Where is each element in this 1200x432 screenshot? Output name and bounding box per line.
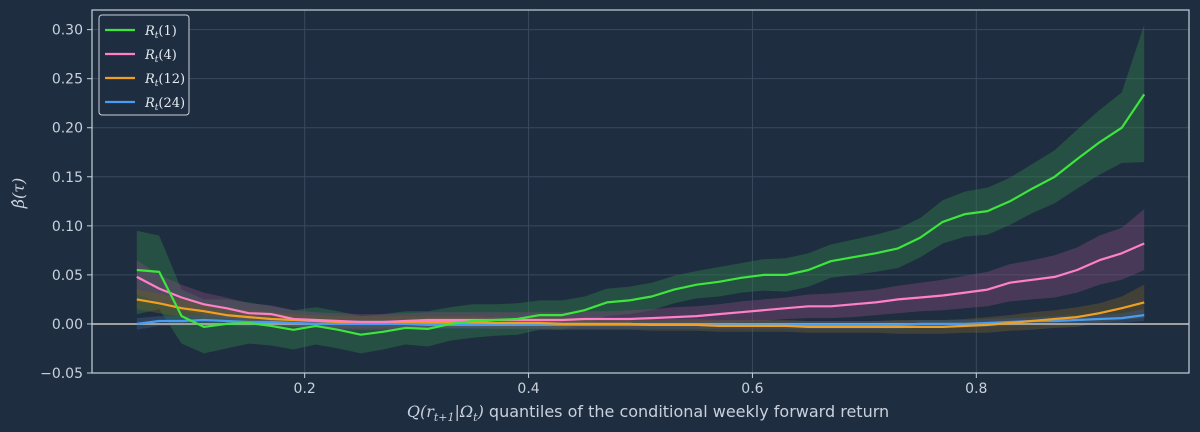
series-lines <box>136 93 1146 336</box>
x-axis-label-sub: t+1 <box>434 411 455 424</box>
x-axis-ticks: 0.2 0.4 0.6 0.8 <box>294 373 987 397</box>
x-tick-label: 0.4 <box>517 381 539 397</box>
y-tick-label: −0.05 <box>40 366 83 382</box>
series-line-4 <box>136 242 1145 324</box>
y-tick-label: 0.00 <box>52 317 83 333</box>
legend-box <box>98 14 190 116</box>
legend: Rt(1) Rt(4) Rt(12) Rt(24) <box>98 14 190 116</box>
legend-label: Rt(1) <box>144 24 177 41</box>
y-tick-label: 0.15 <box>52 170 83 186</box>
y-axis-label: β̂(τ) <box>9 178 28 210</box>
y-axis-ticks: −0.05 0.00 0.05 0.10 0.15 0.20 0.25 0.30 <box>40 23 92 382</box>
series-line-1 <box>136 93 1146 336</box>
x-axis-label-math3: ) <box>477 402 484 421</box>
x-tick-label: 0.2 <box>294 381 316 397</box>
legend-label: Rt(12) <box>144 72 185 89</box>
y-tick-label: 0.20 <box>52 121 83 137</box>
y-tick-label: 0.30 <box>52 23 83 39</box>
x-tick-label: 0.8 <box>965 381 987 397</box>
x-axis-label: Q(rt+1|Ωt) quantiles of the conditional … <box>407 402 889 424</box>
legend-label: Rt(24) <box>144 96 185 113</box>
x-tick-label: 0.6 <box>741 381 763 397</box>
y-tick-label: 0.10 <box>52 219 83 235</box>
grid <box>92 10 1189 374</box>
y-tick-label: 0.25 <box>52 72 83 88</box>
legend-label: Rt(4) <box>144 48 177 65</box>
y-tick-label: 0.05 <box>52 268 83 284</box>
x-axis-label-text: quantiles of the conditional weekly forw… <box>484 402 889 421</box>
plot-frame <box>91 9 1190 374</box>
x-axis-label-sub2: t <box>473 411 478 424</box>
x-axis-label-math: Q(r <box>407 402 435 421</box>
x-axis-label-math2: |Ω <box>455 402 474 421</box>
